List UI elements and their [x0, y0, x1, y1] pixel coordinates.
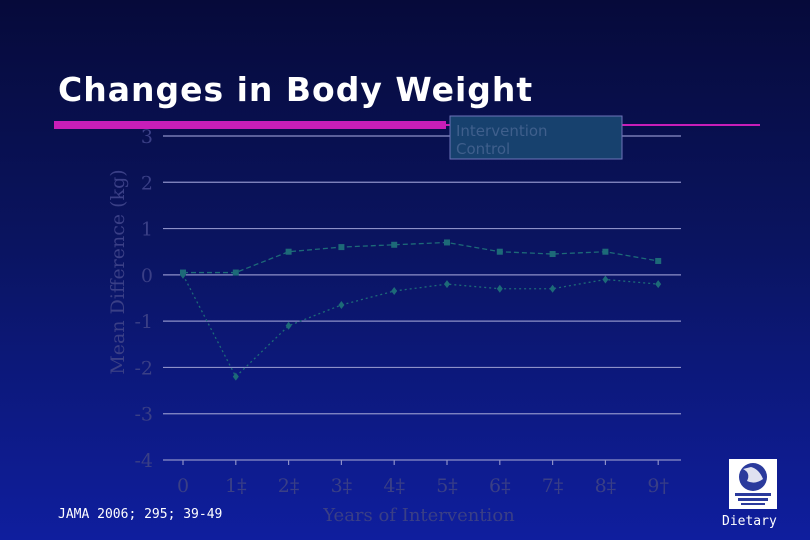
y-tick-label: -4 — [134, 450, 153, 472]
legend-box — [449, 115, 623, 160]
data-point-control — [655, 257, 662, 264]
series-line-control — [183, 241, 659, 274]
x-tick-label: 7‡ — [542, 475, 564, 497]
data-point-control — [496, 248, 503, 255]
y-tick-label: -2 — [134, 357, 153, 379]
data-point-control — [232, 269, 239, 276]
y-tick-label: 3 — [141, 126, 153, 148]
data-point-control — [549, 251, 556, 258]
title-accent-bar — [54, 121, 446, 129]
x-tick-label: 9† — [647, 475, 669, 497]
x-tick-label: 1‡ — [225, 475, 247, 497]
whi-logo — [729, 459, 777, 509]
globe-icon — [735, 463, 771, 505]
data-point-intervention — [444, 280, 450, 289]
x-axis-label: Years of Intervention — [322, 505, 515, 526]
data-point-intervention — [391, 287, 398, 296]
data-point-intervention — [655, 280, 662, 289]
gridlines — [163, 135, 681, 461]
data-series — [180, 239, 662, 381]
x-tick-label: 6‡ — [489, 475, 511, 497]
data-point-intervention — [285, 321, 292, 330]
data-point-intervention — [496, 284, 503, 293]
data-point-control — [602, 248, 609, 255]
data-point-intervention — [232, 372, 239, 381]
slide-title: Changes in Body Weight — [58, 70, 534, 109]
series-line-intervention — [182, 274, 659, 378]
x-tick-label: 5‡ — [436, 475, 458, 497]
y-tick-label: 1 — [141, 219, 153, 241]
y-tick-label: -1 — [134, 311, 153, 333]
y-tick-label: 2 — [141, 172, 153, 194]
y-tick-label: 0 — [141, 265, 153, 287]
x-tick-label: 8‡ — [595, 475, 617, 497]
x-tick-label: 0 — [177, 475, 189, 497]
y-tick-labels: 3 2 1 0 -1 -2 -3 -4 — [134, 126, 153, 472]
data-point-control — [444, 239, 450, 246]
data-point-control — [285, 248, 292, 255]
data-point-intervention — [338, 300, 345, 309]
legend-entry: Control — [456, 140, 510, 158]
y-tick-label: -3 — [134, 404, 153, 426]
x-tick-labels: 0 1‡ 2‡ 3‡ 4‡ 5‡ 6‡ 7‡ 8‡ 9† — [177, 460, 669, 497]
x-tick-label: 3‡ — [331, 475, 353, 497]
x-tick-label: 2‡ — [278, 475, 300, 497]
legend-entry: Intervention — [456, 122, 548, 140]
citation: JAMA 2006; 295; 39-49 — [58, 507, 223, 522]
footer-label: Dietary — [722, 514, 777, 529]
data-point-control — [391, 241, 398, 248]
x-tick-label: 4‡ — [383, 475, 405, 497]
data-point-intervention — [602, 275, 609, 284]
data-point-intervention — [549, 284, 556, 293]
data-point-control — [338, 244, 345, 251]
y-axis-label: Mean Difference (kg) — [107, 169, 129, 374]
data-point-control — [180, 269, 186, 276]
